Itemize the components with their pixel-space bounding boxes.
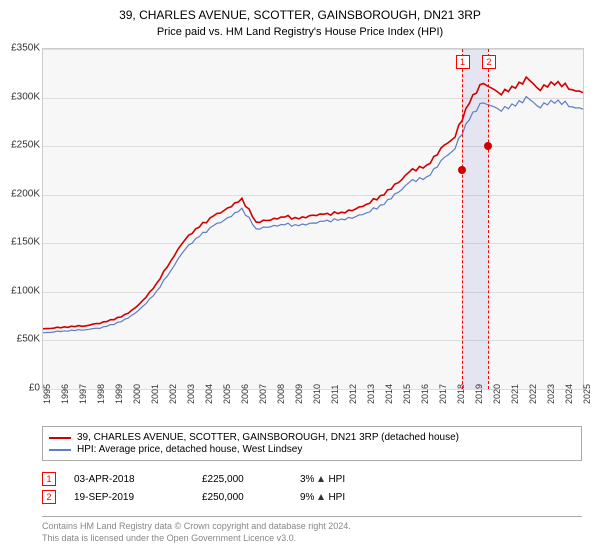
chart-plot-area: 12 (42, 48, 584, 390)
transaction-date: 03-APR-2018 (74, 474, 184, 485)
x-axis-label: 2003 (186, 384, 196, 404)
x-axis-label: 2015 (402, 384, 412, 404)
x-axis-label: 2004 (204, 384, 214, 404)
legend-item: 39, CHARLES AVENUE, SCOTTER, GAINSBOROUG… (49, 432, 575, 443)
transaction-badge: 1 (42, 472, 56, 486)
footer-attribution: Contains HM Land Registry data © Crown c… (42, 516, 582, 544)
transaction-badge: 2 (42, 490, 56, 504)
x-axis-label: 2001 (150, 384, 160, 404)
y-axis-label: £0 (0, 383, 40, 394)
transaction-price: £250,000 (202, 492, 282, 503)
legend-swatch (49, 437, 71, 439)
transactions-table: 1 03-APR-2018 £225,000 3%HPI 2 19-SEP-2019 £25… (42, 468, 582, 508)
series-property (43, 77, 583, 329)
x-axis-label: 1995 (42, 384, 52, 404)
chart-lines (43, 49, 583, 389)
x-axis-label: 2010 (312, 384, 322, 404)
legend-swatch (49, 449, 71, 451)
x-axis-label: 2002 (168, 384, 178, 404)
legend-label: 39, CHARLES AVENUE, SCOTTER, GAINSBOROUG… (77, 432, 459, 443)
transaction-pct: 9%HPI (300, 492, 345, 503)
x-axis-label: 2016 (420, 384, 430, 404)
legend-label: HPI: Average price, detached house, West… (77, 444, 302, 455)
y-axis-label: £100K (0, 285, 40, 296)
x-axis-label: 2006 (240, 384, 250, 404)
transaction-row: 2 19-SEP-2019 £250,000 9%HPI (42, 490, 582, 504)
y-axis-label: £50K (0, 334, 40, 345)
arrow-up-icon (318, 494, 324, 500)
x-axis-label: 2019 (474, 384, 484, 404)
x-axis-label: 2013 (366, 384, 376, 404)
transaction-date: 19-SEP-2019 (74, 492, 184, 503)
y-axis-label: £150K (0, 237, 40, 248)
x-axis-label: 2005 (222, 384, 232, 404)
x-axis-label: 1996 (60, 384, 70, 404)
x-axis-label: 2018 (456, 384, 466, 404)
event-vline (462, 49, 463, 389)
x-axis-label: 2021 (510, 384, 520, 404)
x-axis-label: 2022 (528, 384, 538, 404)
legend: 39, CHARLES AVENUE, SCOTTER, GAINSBOROUG… (42, 426, 582, 461)
x-axis-label: 2017 (438, 384, 448, 404)
legend-item: HPI: Average price, detached house, West… (49, 444, 575, 455)
x-axis-label: 2014 (384, 384, 394, 404)
x-axis-label: 2008 (276, 384, 286, 404)
x-axis-label: 2000 (132, 384, 142, 404)
footer-line2: This data is licensed under the Open Gov… (42, 533, 582, 545)
y-axis-label: £300K (0, 91, 40, 102)
chart-title: 39, CHARLES AVENUE, SCOTTER, GAINSBOROUG… (0, 0, 600, 24)
footer-line1: Contains HM Land Registry data © Crown c… (42, 521, 582, 533)
event-vline (488, 49, 489, 389)
x-axis-label: 1998 (96, 384, 106, 404)
transaction-price: £225,000 (202, 474, 282, 485)
y-axis-label: £350K (0, 43, 40, 54)
x-axis-label: 2025 (582, 384, 592, 404)
x-axis-label: 2020 (492, 384, 502, 404)
event-marker-2: 2 (482, 55, 496, 69)
transaction-pct: 3%HPI (300, 474, 345, 485)
x-axis-label: 2009 (294, 384, 304, 404)
x-axis-label: 2007 (258, 384, 268, 404)
event-dot-2 (484, 142, 492, 150)
chart-subtitle: Price paid vs. HM Land Registry's House … (0, 24, 600, 38)
event-dot-1 (458, 166, 466, 174)
y-axis-label: £200K (0, 188, 40, 199)
x-axis-label: 1999 (114, 384, 124, 404)
x-axis-label: 2024 (564, 384, 574, 404)
x-axis-label: 1997 (78, 384, 88, 404)
arrow-up-icon (318, 476, 324, 482)
y-axis-label: £250K (0, 140, 40, 151)
x-axis-label: 2012 (348, 384, 358, 404)
event-marker-1: 1 (456, 55, 470, 69)
x-axis-label: 2011 (330, 385, 340, 404)
x-axis-label: 2023 (546, 384, 556, 404)
transaction-row: 1 03-APR-2018 £225,000 3%HPI (42, 472, 582, 486)
